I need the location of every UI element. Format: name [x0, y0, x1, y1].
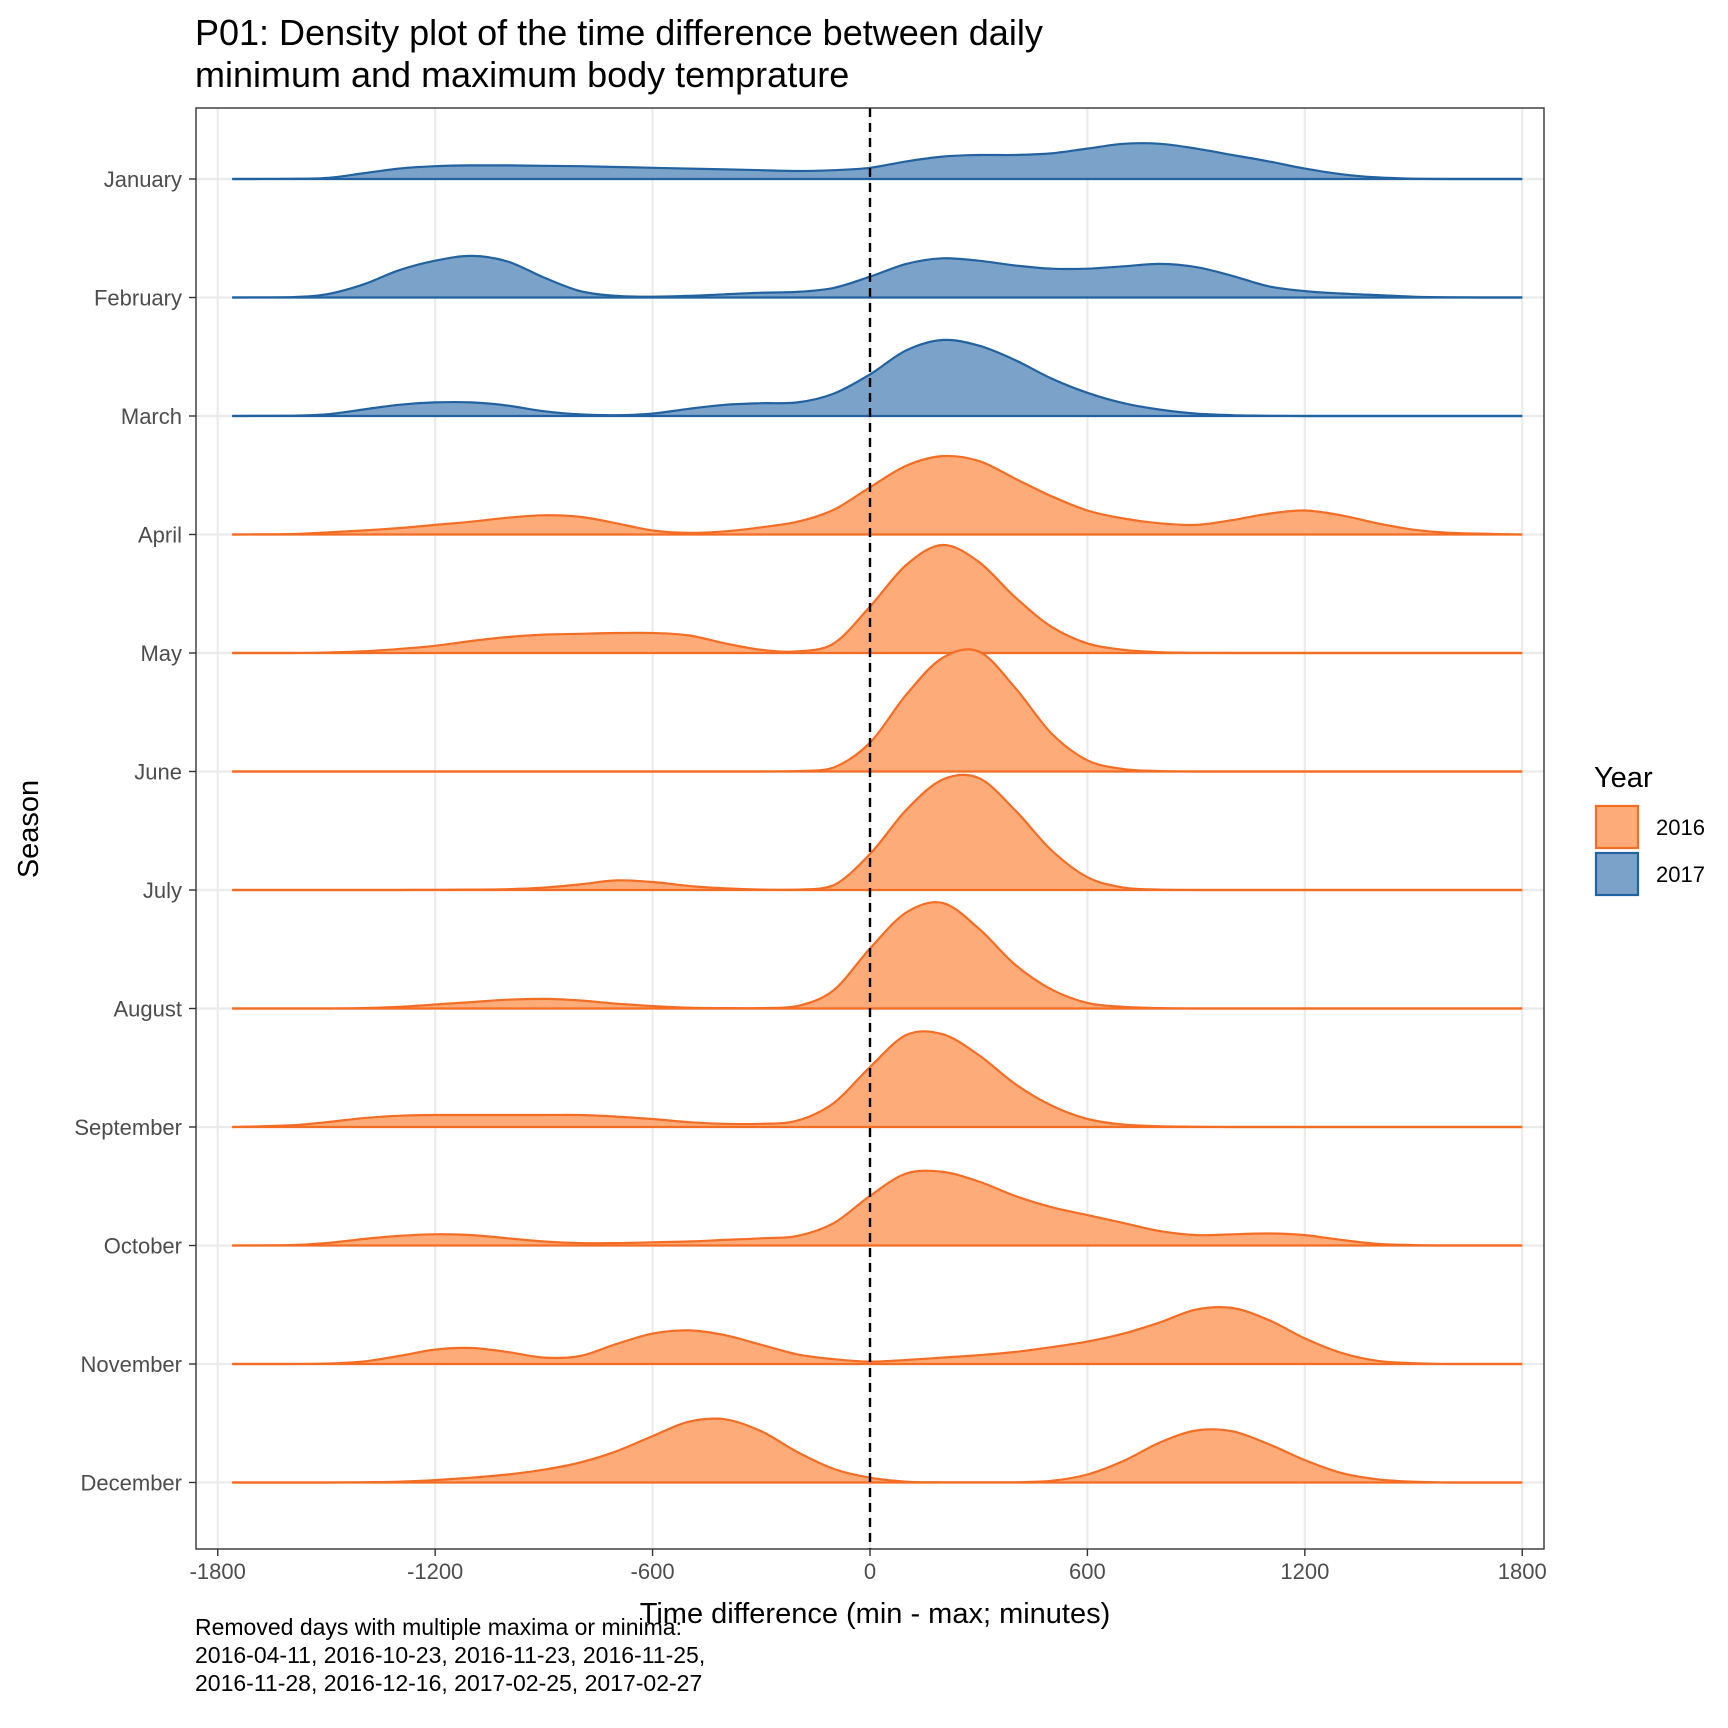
y-tick-label: July	[143, 878, 182, 903]
ridge-september	[232, 1030, 1523, 1129]
ridge-area	[232, 902, 1523, 1009]
y-tick-label: June	[134, 760, 182, 785]
caption-line-3: 2016-11-28, 2016-12-16, 2017-02-25, 2017…	[195, 1670, 703, 1696]
caption-line-1: Removed days with multiple maxima or min…	[195, 1614, 682, 1640]
y-axis-title: Season	[13, 780, 45, 878]
y-tick-label: October	[104, 1234, 182, 1259]
x-tick-label: 1200	[1280, 1559, 1329, 1584]
y-tick-label: April	[138, 523, 182, 548]
legend-label-2017: 2017	[1656, 862, 1705, 887]
ridge-area	[232, 649, 1523, 772]
legend-key-2017	[1594, 851, 1640, 897]
legend-title: Year	[1594, 762, 1653, 794]
ridge-area	[232, 455, 1523, 535]
ridge-area	[232, 143, 1523, 179]
y-tick-label: December	[81, 1471, 182, 1496]
y-tick-label: March	[121, 404, 182, 429]
y-tick-label: May	[140, 641, 182, 666]
x-tick-label: 1800	[1498, 1559, 1547, 1584]
legend-label-2016: 2016	[1656, 815, 1705, 840]
y-tick-label: September	[74, 1115, 182, 1140]
ridge-area	[232, 774, 1523, 890]
x-tick-label: -600	[631, 1559, 675, 1584]
y-tick-label: November	[81, 1352, 182, 1377]
chart-caption: Removed days with multiple maxima or min…	[195, 1613, 705, 1697]
ridge-july	[232, 773, 1523, 892]
density-ridges	[232, 142, 1523, 1484]
x-tick-label: 0	[864, 1559, 876, 1584]
ridge-march	[232, 338, 1523, 418]
y-tick-label: August	[114, 997, 183, 1022]
axes: -1800 -1200 -600 0 600 1200 1800 January Februar…	[13, 167, 1547, 1630]
ridge-area	[232, 1031, 1523, 1127]
x-tick-label: 600	[1069, 1559, 1106, 1584]
ridge-area	[232, 339, 1523, 416]
caption-line-2: 2016-04-11, 2016-10-23, 2016-11-23, 2016…	[195, 1642, 706, 1668]
legend-key-2016	[1594, 804, 1640, 850]
chart-title-line-1: P01: Density plot of the time difference…	[195, 12, 1043, 53]
ridge-outline	[232, 142, 1523, 181]
x-tick-label: -1800	[190, 1559, 246, 1584]
ridge-area	[232, 255, 1523, 298]
ridge-area	[232, 1170, 1523, 1246]
ridge-area	[232, 1307, 1523, 1364]
y-tick-label: January	[104, 167, 182, 192]
x-tick-label: -1200	[407, 1559, 463, 1584]
ridge-area	[232, 1418, 1523, 1483]
y-tick-label: February	[94, 286, 182, 311]
chart-title-line-2: minimum and maximum body temprature	[195, 54, 850, 95]
ridge-january	[232, 142, 1523, 181]
chart-title: P01: Density plot of the time difference…	[195, 12, 1043, 96]
x-axis-title: Time difference (min - max; minutes)	[640, 1598, 1111, 1630]
